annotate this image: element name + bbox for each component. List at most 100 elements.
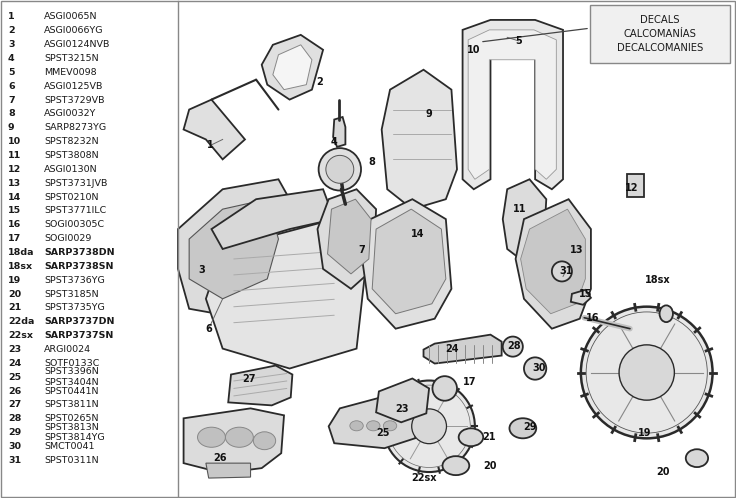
Text: SARP3737SN: SARP3737SN bbox=[44, 331, 113, 340]
Text: 20: 20 bbox=[484, 461, 498, 471]
Text: ASGI0124NVB: ASGI0124NVB bbox=[44, 40, 110, 49]
Text: 27: 27 bbox=[242, 374, 255, 384]
Text: 7: 7 bbox=[8, 96, 15, 105]
Text: 20: 20 bbox=[8, 289, 21, 298]
Text: 17: 17 bbox=[8, 234, 21, 243]
Ellipse shape bbox=[350, 421, 364, 431]
Text: 2: 2 bbox=[316, 77, 322, 87]
Text: SOTF0133C: SOTF0133C bbox=[44, 359, 99, 368]
Text: SPST8232N: SPST8232N bbox=[44, 137, 99, 146]
Text: 31: 31 bbox=[8, 456, 21, 465]
Circle shape bbox=[411, 409, 447, 444]
Text: 16: 16 bbox=[8, 220, 21, 229]
Text: 14: 14 bbox=[411, 229, 425, 239]
Text: 16: 16 bbox=[587, 313, 600, 323]
Polygon shape bbox=[183, 100, 245, 159]
Text: ASGI0032Y: ASGI0032Y bbox=[44, 110, 96, 119]
Ellipse shape bbox=[459, 428, 484, 446]
Text: 13: 13 bbox=[8, 179, 21, 188]
Text: 1: 1 bbox=[8, 12, 15, 21]
Text: 26: 26 bbox=[213, 453, 227, 463]
Text: SPST3771ILC: SPST3771ILC bbox=[44, 206, 106, 216]
Ellipse shape bbox=[326, 155, 354, 183]
Text: 26: 26 bbox=[8, 386, 21, 395]
Polygon shape bbox=[329, 393, 418, 448]
Text: 24: 24 bbox=[8, 359, 21, 368]
Text: 25: 25 bbox=[8, 373, 21, 381]
Text: ASGI0066YG: ASGI0066YG bbox=[44, 26, 104, 35]
Text: 15: 15 bbox=[8, 206, 21, 216]
Ellipse shape bbox=[686, 449, 708, 467]
Text: 29: 29 bbox=[8, 428, 21, 437]
Text: 14: 14 bbox=[8, 193, 21, 202]
Text: SARP3738SN: SARP3738SN bbox=[44, 262, 113, 271]
Ellipse shape bbox=[197, 427, 225, 447]
Polygon shape bbox=[520, 209, 585, 314]
Text: 23: 23 bbox=[395, 404, 409, 414]
Polygon shape bbox=[463, 20, 563, 189]
Polygon shape bbox=[273, 45, 312, 90]
Text: SPST3215N: SPST3215N bbox=[44, 54, 99, 63]
Ellipse shape bbox=[319, 148, 361, 191]
Text: 6: 6 bbox=[8, 82, 15, 91]
Text: 22sx: 22sx bbox=[411, 473, 436, 483]
Text: 29: 29 bbox=[523, 422, 537, 432]
Text: 23: 23 bbox=[8, 345, 21, 354]
Text: SPST0441N: SPST0441N bbox=[44, 386, 99, 395]
Polygon shape bbox=[317, 189, 376, 289]
Text: 5: 5 bbox=[8, 68, 15, 77]
Text: 2: 2 bbox=[8, 26, 15, 35]
Ellipse shape bbox=[509, 418, 537, 438]
Text: 6: 6 bbox=[205, 324, 212, 334]
Text: 1: 1 bbox=[207, 140, 213, 150]
Text: SPST0210N: SPST0210N bbox=[44, 193, 99, 202]
Polygon shape bbox=[333, 117, 345, 147]
Ellipse shape bbox=[433, 376, 457, 401]
Ellipse shape bbox=[503, 337, 523, 357]
Text: 22sx: 22sx bbox=[8, 331, 33, 340]
Bar bbox=[590, 5, 730, 63]
Text: 30: 30 bbox=[8, 442, 21, 451]
Text: DECALS
CALCOMANÍAS
DECALCOMANIES: DECALS CALCOMANÍAS DECALCOMANIES bbox=[617, 15, 703, 53]
Text: 18da: 18da bbox=[8, 248, 35, 257]
Polygon shape bbox=[189, 199, 278, 299]
Text: 10: 10 bbox=[467, 45, 481, 55]
Polygon shape bbox=[503, 179, 546, 264]
Circle shape bbox=[581, 307, 712, 438]
Text: ASGI0125VB: ASGI0125VB bbox=[44, 82, 103, 91]
Polygon shape bbox=[328, 199, 371, 274]
Text: 13: 13 bbox=[570, 245, 584, 255]
Polygon shape bbox=[382, 70, 457, 209]
Ellipse shape bbox=[442, 456, 470, 475]
Text: ASGI0065N: ASGI0065N bbox=[44, 12, 97, 21]
Text: 4: 4 bbox=[331, 137, 338, 147]
Polygon shape bbox=[178, 179, 301, 319]
Polygon shape bbox=[183, 408, 284, 473]
Text: 3: 3 bbox=[198, 265, 205, 275]
Text: 31: 31 bbox=[559, 266, 573, 276]
Text: 17: 17 bbox=[463, 377, 477, 387]
Ellipse shape bbox=[367, 421, 380, 431]
Text: 8: 8 bbox=[8, 110, 15, 119]
Polygon shape bbox=[206, 219, 368, 369]
Ellipse shape bbox=[225, 427, 253, 447]
Text: SOGI00305C: SOGI00305C bbox=[44, 220, 104, 229]
Text: SPST3729VB: SPST3729VB bbox=[44, 96, 105, 105]
Text: 20: 20 bbox=[657, 467, 670, 477]
Text: SOGI0029: SOGI0029 bbox=[44, 234, 91, 243]
Ellipse shape bbox=[253, 432, 276, 450]
Text: 21: 21 bbox=[8, 303, 21, 312]
Text: 28: 28 bbox=[8, 414, 21, 423]
Polygon shape bbox=[211, 189, 334, 249]
Text: SPST0311N: SPST0311N bbox=[44, 456, 99, 465]
Text: 19: 19 bbox=[638, 428, 652, 438]
Polygon shape bbox=[516, 199, 591, 329]
Text: 27: 27 bbox=[8, 400, 21, 409]
Circle shape bbox=[619, 345, 674, 400]
Text: SPST3811N: SPST3811N bbox=[44, 400, 99, 409]
Text: 24: 24 bbox=[445, 344, 459, 354]
Bar bbox=[627, 174, 644, 197]
Circle shape bbox=[383, 380, 475, 472]
Polygon shape bbox=[206, 463, 250, 478]
Polygon shape bbox=[228, 366, 292, 405]
